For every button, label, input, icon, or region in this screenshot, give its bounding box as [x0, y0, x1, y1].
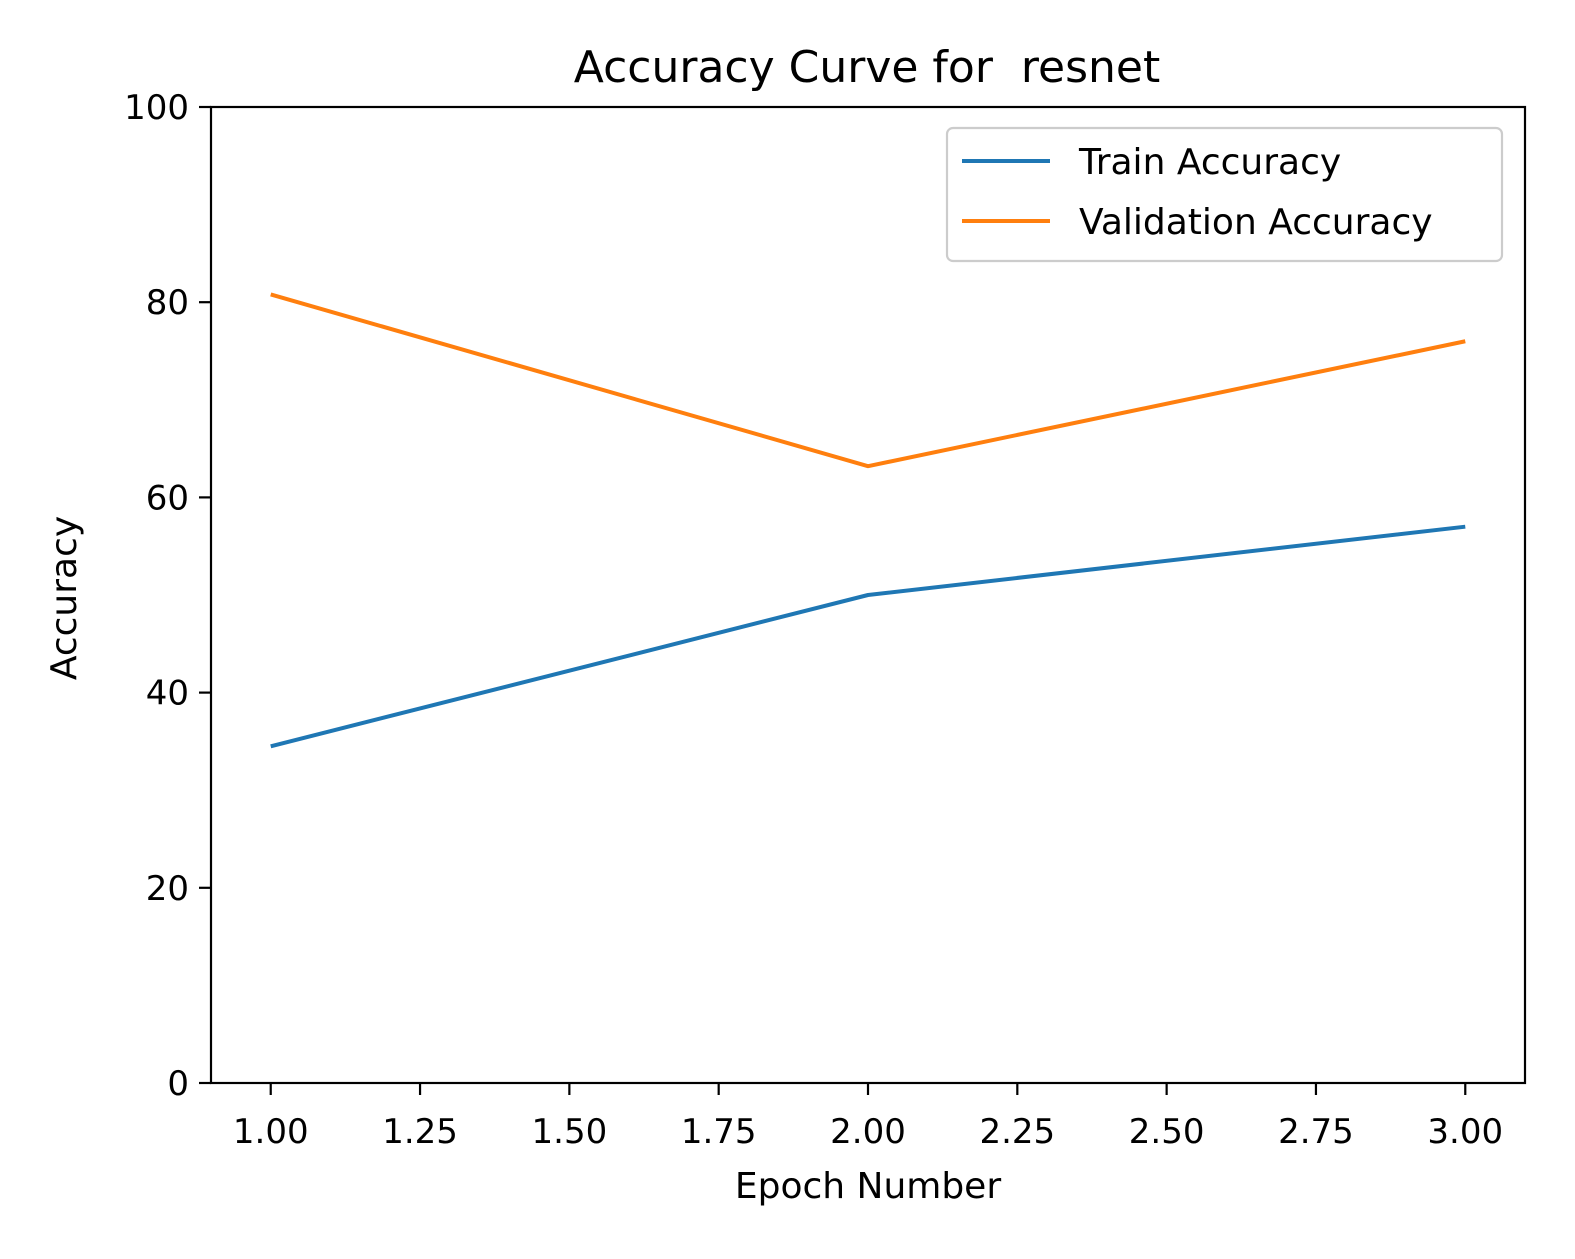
x-tick-label: 1.00	[233, 1112, 309, 1152]
x-tick-label: 3.00	[1427, 1112, 1503, 1152]
x-tick-label: 2.00	[830, 1112, 906, 1152]
y-tick-label: 100	[124, 88, 189, 128]
series-line-validation	[270, 292, 1466, 469]
y-tick-label: 0	[167, 1064, 189, 1104]
y-axis-label: Accuracy	[44, 516, 85, 680]
x-tick-label: 1.50	[532, 1112, 608, 1152]
x-axis-ticks: 1.00 1.25 1.50 1.75 2.00 2.25 2.50 2.75 3.00	[233, 1083, 1503, 1152]
x-tick-label: 2.25	[979, 1112, 1055, 1152]
y-tick-label: 20	[146, 869, 189, 909]
legend-label-validation: Validation Accuracy	[1079, 202, 1433, 243]
legend-box	[945, 126, 1504, 263]
legend: Train Accuracy Validation Accuracy	[945, 126, 1504, 263]
y-tick-label: 60	[146, 478, 189, 518]
x-tick-label: 2.50	[1129, 1112, 1205, 1152]
x-tick-label: 2.75	[1278, 1112, 1354, 1152]
legend-label-train: Train Accuracy	[1078, 142, 1341, 183]
chart-title: Accuracy Curve for resnet	[574, 42, 1160, 93]
series-line-train	[270, 524, 1466, 749]
x-tick-label: 1.25	[382, 1112, 458, 1152]
x-tick-label: 1.75	[681, 1112, 757, 1152]
y-tick-label: 40	[146, 674, 189, 714]
y-tick-label: 80	[146, 283, 189, 323]
y-axis-ticks: 0 20 40 60 80 100	[124, 88, 211, 1104]
series-lines	[270, 292, 1466, 749]
x-axis-label: Epoch Number	[735, 1166, 1001, 1207]
plot-frame	[209, 105, 1527, 1085]
